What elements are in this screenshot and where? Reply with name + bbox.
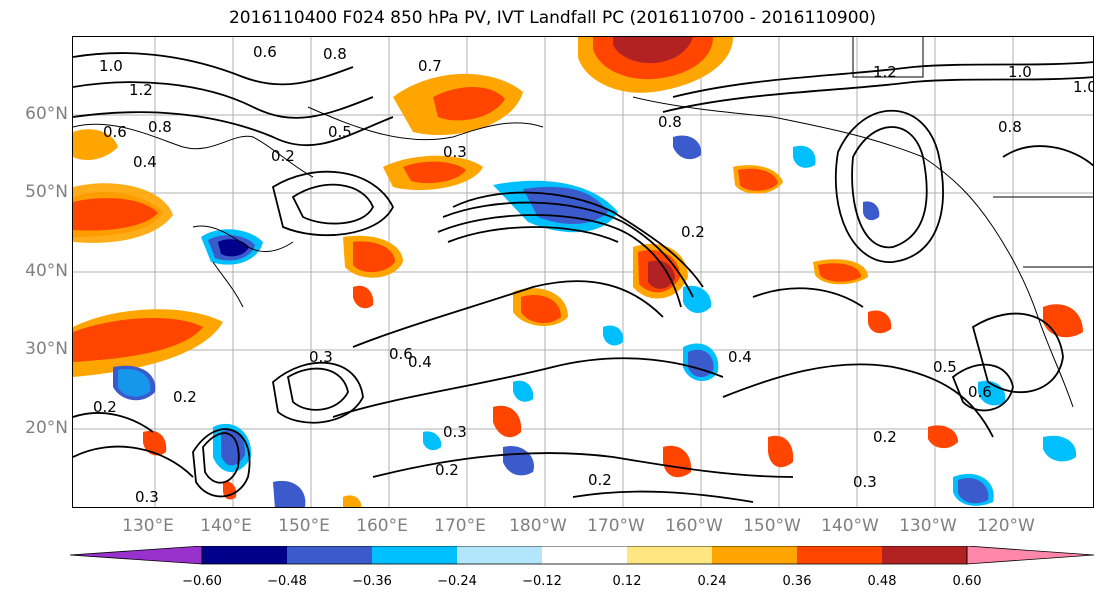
colorbar-tick-label: −0.48 [267, 574, 307, 589]
contour-label: 0.3 [853, 473, 877, 491]
colorbar-segment [457, 546, 542, 564]
colorbar-segment [797, 546, 882, 564]
contour-label: 0.6 [389, 345, 413, 363]
colorbar-tick-label: 0.12 [612, 574, 642, 589]
contour-label: 0.2 [173, 388, 197, 406]
lon-label: 180°W [509, 516, 567, 536]
contour-label: 0.2 [588, 471, 612, 489]
contour-label: 1.2 [873, 63, 897, 81]
colorbar-segment [882, 546, 967, 564]
map-title: 2016110400 F024 850 hPa PV, IVT Landfall… [228, 8, 876, 28]
contour-label: 0.6 [253, 43, 277, 61]
contour-label: 0.8 [658, 113, 682, 131]
map-canvas: 1.0 1.2 0.6 0.8 0.4 0.6 0.7 0.8 0.3 0.2 … [73, 37, 1094, 507]
colorbar-tick-label: 0.36 [782, 574, 812, 589]
lon-label: 130°W [899, 516, 957, 536]
contour-label: 0.4 [728, 348, 752, 366]
lon-label: 160°E [356, 516, 408, 536]
map-panel: 1.0 1.2 0.6 0.8 0.4 0.6 0.7 0.8 0.3 0.2 … [72, 36, 1094, 508]
contour-label: 0.4 [133, 153, 157, 171]
contour-label: 0.3 [309, 348, 333, 366]
graticule [73, 37, 1093, 507]
contour-label: 0.8 [148, 118, 172, 136]
lat-label: 60°N [25, 104, 68, 124]
lon-label: 120°W [977, 516, 1035, 536]
lat-label: 20°N [25, 418, 68, 438]
contour-label: 0.2 [93, 398, 117, 416]
contour-label: 0.2 [435, 461, 459, 479]
contour-label: 0.3 [443, 423, 467, 441]
contour-label: 0.2 [873, 428, 897, 446]
contour-label: 1.0 [1008, 63, 1032, 81]
pv-anomaly-fills [73, 37, 1083, 507]
lon-label: 130°E [122, 516, 174, 536]
lon-label: 150°W [743, 516, 801, 536]
contour-label: 0.3 [135, 488, 159, 506]
contour-label: 1.2 [129, 81, 153, 99]
contour-label: 0.4 [408, 353, 432, 371]
colorbar-tick-label: −0.24 [437, 574, 477, 589]
colorbar-tick-label: −0.36 [352, 574, 392, 589]
contour-label: 0.8 [998, 118, 1022, 136]
colorbar-tick-label: 0.24 [697, 574, 727, 589]
colorbar-tick-label: 0.60 [952, 574, 982, 589]
colorbar [70, 546, 1095, 565]
colorbar-tick-label: 0.48 [867, 574, 897, 589]
contour-label: 0.6 [103, 123, 127, 141]
pv-contours [73, 52, 1093, 503]
contour-label: 0.2 [681, 223, 705, 241]
colorbar-segment [202, 546, 287, 564]
contour-label: 0.6 [968, 383, 992, 401]
colorbar-segment [372, 546, 457, 564]
lon-label: 140°W [821, 516, 879, 536]
lon-label: 160°W [665, 516, 723, 536]
contour-label: 0.8 [323, 45, 347, 63]
colorbar-segment [712, 546, 797, 564]
contour-labels: 1.0 1.2 0.6 0.8 0.4 0.6 0.7 0.8 0.3 0.2 … [93, 43, 1094, 506]
colorbar-segment [627, 546, 712, 564]
lat-label: 40°N [25, 261, 68, 281]
lon-label: 140°E [200, 516, 252, 536]
colorbar-tick-label: −0.12 [522, 574, 562, 589]
contour-label: 1.0 [1073, 78, 1094, 96]
contour-label: 0.7 [418, 57, 442, 75]
lat-label: 50°N [25, 182, 68, 202]
lon-label: 170°W [587, 516, 645, 536]
contour-label: 1.0 [99, 57, 123, 75]
lon-label: 150°E [278, 516, 330, 536]
colorbar-right-extension [966, 546, 1095, 565]
coastlines [73, 37, 1093, 408]
colorbar-left-extension [70, 546, 203, 565]
contour-label: 0.3 [443, 143, 467, 161]
colorbar-segment [542, 546, 627, 564]
colorbar-tick-label: −0.60 [182, 574, 222, 589]
colorbar-segment [287, 546, 372, 564]
contour-label: 0.5 [328, 123, 352, 141]
lat-label: 30°N [25, 339, 68, 359]
lon-label: 170°E [434, 516, 486, 536]
contour-label: 0.2 [271, 147, 295, 165]
contour-label: 0.5 [933, 358, 957, 376]
